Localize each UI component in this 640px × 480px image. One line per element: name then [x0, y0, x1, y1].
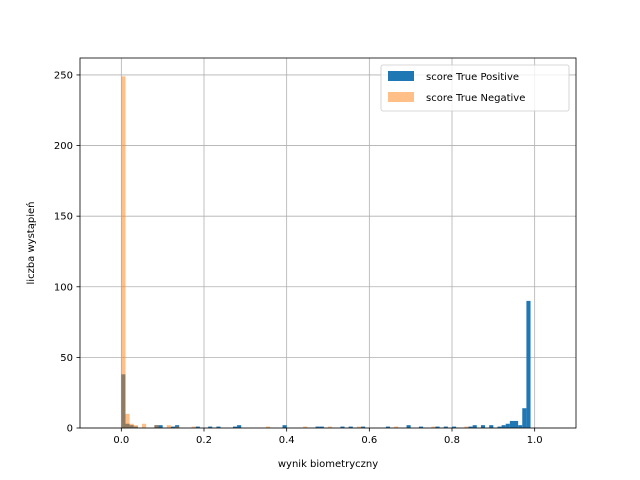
- histogram-bar-true-negative: [175, 426, 180, 428]
- histogram-bars: [121, 76, 531, 429]
- histogram-bar-true-positive: [195, 426, 200, 428]
- histogram-bar-true-negative: [125, 413, 130, 428]
- histogram-bar-true-negative: [464, 426, 469, 428]
- x-tick-label: 1.0: [527, 435, 543, 446]
- histogram-bar-true-positive: [216, 426, 221, 428]
- histogram-bar-true-positive: [361, 426, 366, 428]
- histogram-bar-true-positive: [435, 426, 440, 428]
- y-tick-label: 200: [54, 141, 73, 152]
- histogram-bar-true-positive: [497, 426, 502, 428]
- histogram-bar-true-negative: [394, 426, 399, 428]
- histogram-bar-true-negative: [142, 423, 147, 428]
- y-tick-label: 100: [54, 282, 73, 293]
- histogram-bar-true-positive: [505, 423, 510, 428]
- histogram-bar-true-positive: [385, 426, 390, 428]
- y-tick-label: 250: [54, 70, 73, 81]
- legend-swatch-true-positive: [388, 71, 414, 81]
- histogram-bar-true-positive: [522, 408, 527, 428]
- x-tick-label: 0.6: [361, 435, 377, 446]
- histogram-bar-true-negative: [266, 426, 271, 428]
- histogram-bar-true-positive: [348, 426, 353, 428]
- histogram-bar-true-negative: [356, 426, 362, 428]
- histogram-bar-true-positive: [489, 425, 494, 428]
- x-axis-label: wynik biometryczny: [278, 459, 378, 470]
- histogram-bar-true-positive: [175, 425, 180, 428]
- histogram-bar-true-negative: [328, 426, 333, 428]
- histogram-bar-true-positive: [443, 426, 448, 428]
- x-tick-label: 0.2: [196, 435, 212, 446]
- grid-lines: [80, 58, 576, 429]
- histogram-bar-true-positive: [526, 300, 531, 428]
- histogram-bar-true-positive: [509, 420, 514, 428]
- histogram-bar-true-negative: [121, 76, 126, 429]
- histogram-bar-true-positive: [406, 425, 411, 428]
- histogram-bar-true-negative: [303, 426, 308, 428]
- histogram-bar-true-positive: [418, 426, 424, 428]
- y-axis-label: liczba wystąpień: [25, 202, 37, 285]
- plot-area-frame: [79, 57, 577, 429]
- histogram-bar-true-positive: [170, 426, 176, 428]
- legend: score True Positive score True Negative: [380, 64, 570, 112]
- histogram-bar-true-positive: [501, 425, 506, 428]
- x-tick-label: 0.8: [444, 435, 460, 446]
- histogram-bar-true-positive: [514, 420, 519, 428]
- histogram-bar-true-positive: [158, 425, 163, 428]
- axis-ticks: 0.0 0.2 0.4 0.6 0.8 1.0 0 50 100 150 200 250: [54, 70, 543, 446]
- y-tick-label: 150: [54, 212, 73, 223]
- histogram-bar-true-positive: [452, 426, 457, 428]
- histogram-bar-true-negative: [166, 425, 171, 428]
- x-tick-label: 0.0: [113, 435, 129, 446]
- histogram-bar-true-negative: [191, 426, 196, 428]
- histogram-bar-true-positive: [518, 425, 523, 428]
- histogram-bar-true-negative: [133, 425, 138, 428]
- histogram-bar-true-positive: [319, 426, 324, 428]
- legend-frame: [380, 64, 570, 112]
- histogram-bar-true-negative: [129, 423, 134, 428]
- histogram-bar-true-positive: [340, 426, 345, 428]
- histogram-bar-true-positive: [480, 425, 486, 428]
- legend-label-true-negative: score True Negative: [426, 93, 525, 104]
- histogram-bar-true-positive: [468, 426, 473, 428]
- histogram-bar-true-positive: [237, 425, 242, 428]
- histogram-bar-true-positive: [472, 425, 477, 428]
- y-tick-label: 50: [60, 353, 73, 364]
- histogram-bar-true-negative: [154, 425, 159, 428]
- x-tick-label: 0.4: [279, 435, 295, 446]
- histogram-bar-true-positive: [232, 426, 238, 428]
- legend-swatch-true-negative: [388, 92, 414, 102]
- histogram-bar-true-negative: [431, 426, 436, 428]
- histogram-bar-true-positive: [315, 426, 320, 428]
- histogram-bar-true-positive: [282, 425, 287, 428]
- histogram-bar-true-positive: [208, 426, 213, 428]
- y-tick-label: 0: [67, 424, 73, 435]
- legend-label-true-positive: score True Positive: [426, 72, 519, 83]
